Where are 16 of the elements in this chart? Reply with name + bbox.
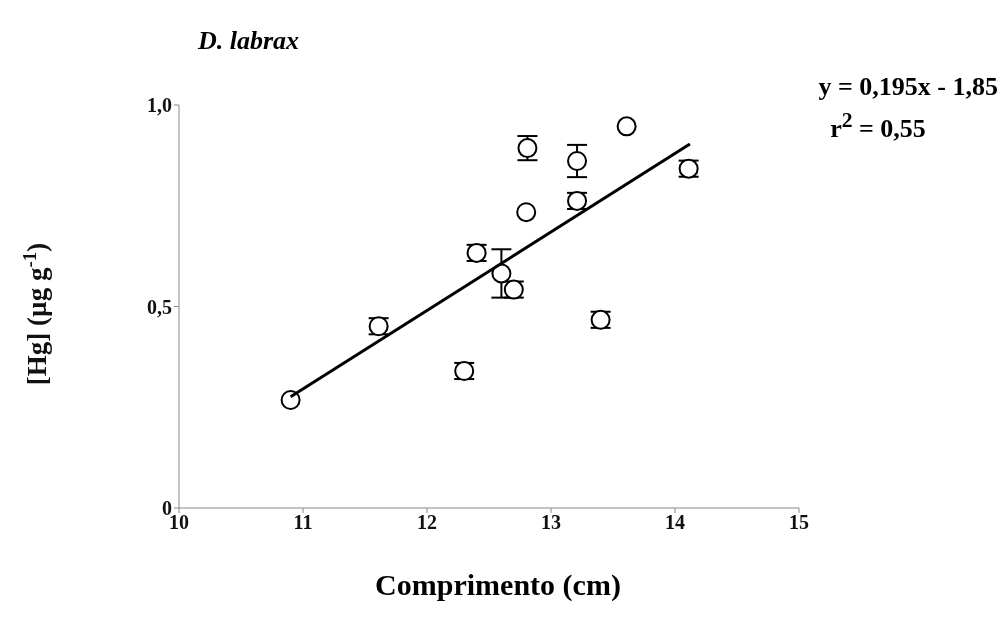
x-axis-title: Comprimento (cm): [374, 568, 622, 602]
y-tick-label: 0,5: [147, 295, 172, 318]
point: [491, 263, 512, 284]
x-tick-label: 15: [789, 511, 809, 534]
x-tick-label: 12: [417, 511, 437, 534]
x-tick-label: 14: [665, 511, 685, 534]
point: [280, 390, 301, 410]
x-tick-label: 13: [541, 511, 561, 534]
chart-title: D. labrax: [198, 26, 300, 56]
y-tick-label: 1,0: [147, 94, 172, 117]
point: [516, 202, 537, 223]
point: [616, 116, 637, 137]
text: r$^{2}$ = 0,55: [830, 108, 926, 143]
text: y = 0,195x - 1,85: [818, 72, 998, 101]
point: [567, 151, 588, 172]
x-tick-label: 11: [293, 511, 313, 534]
